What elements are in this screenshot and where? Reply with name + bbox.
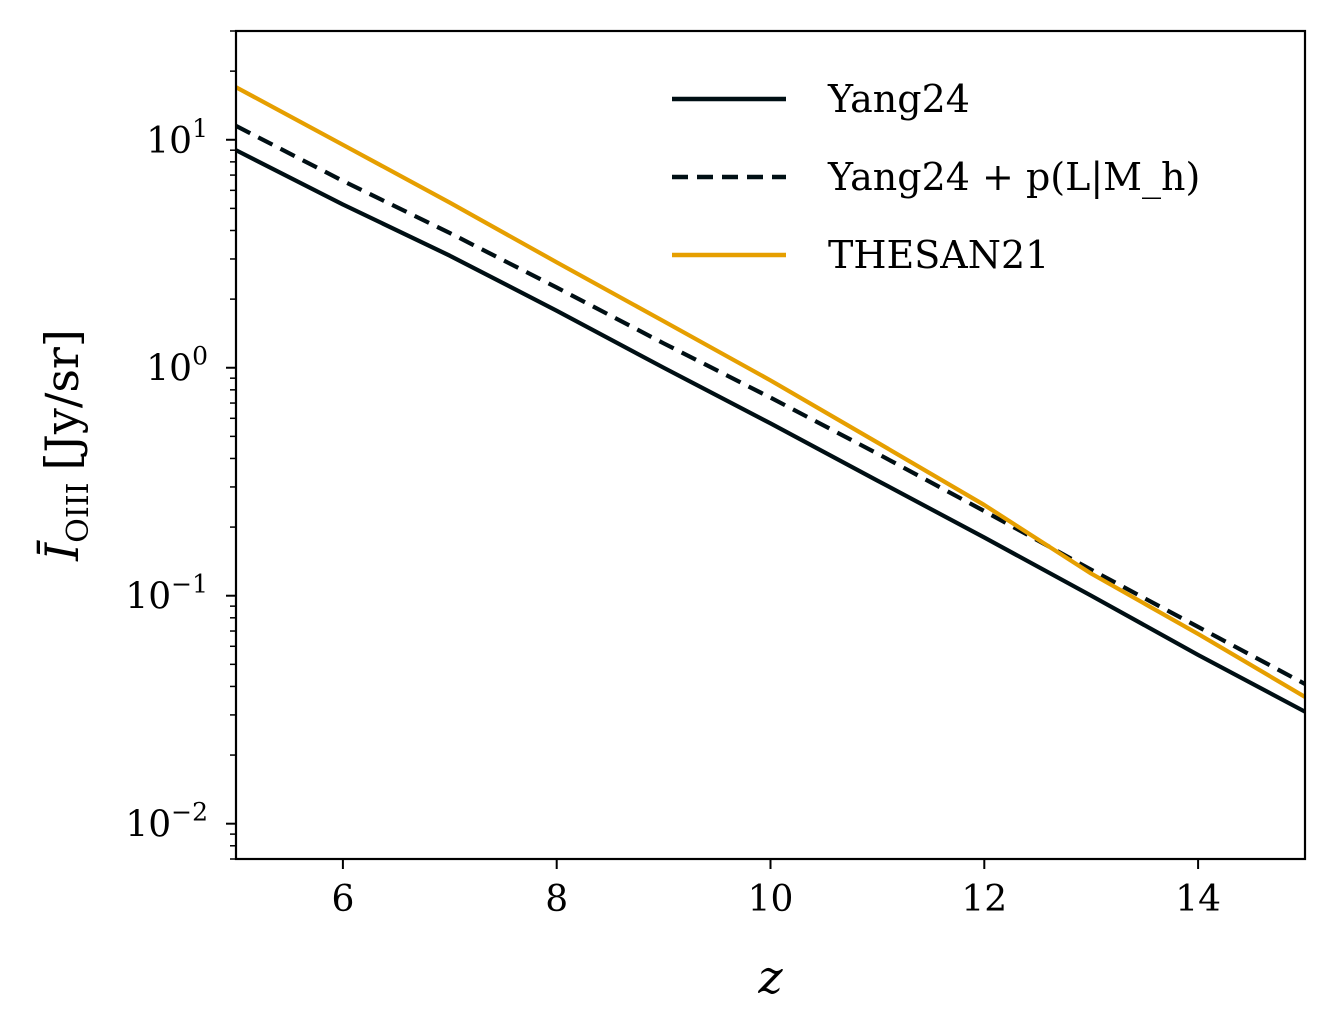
y-axis-label-symbol: Ī <box>35 540 89 562</box>
y-axis-label: ĪOIII [Jy/sr] <box>35 329 96 562</box>
x-tick-label: 12 <box>961 879 1007 920</box>
x-tick-label: 14 <box>1175 879 1221 920</box>
legend-label-3: THESAN21 <box>828 233 1049 277</box>
series-line-1 <box>236 148 1305 714</box>
legend-label-1: Yang24 <box>827 77 970 121</box>
x-tick-label: 10 <box>748 879 794 920</box>
series-line-2 <box>236 124 1305 686</box>
plot-area <box>236 85 1305 714</box>
x-axis-label: z <box>757 950 783 1004</box>
y-tick-label: 101 <box>146 114 208 162</box>
y-axis-label-subscript: OIII <box>61 483 96 543</box>
legend-label-2: Yang24 + p(L|M_h) <box>827 155 1200 200</box>
series-line-3 <box>236 85 1305 699</box>
y-tick-label: 10−2 <box>125 798 208 846</box>
svg-text:ĪOIII[Jy/sr]: ĪOIII [Jy/sr] <box>35 329 96 562</box>
x-axis-ticks: 6 8 10 12 14 <box>331 859 1221 920</box>
x-tick-label: 6 <box>331 879 354 920</box>
y-tick-label: 100 <box>146 342 208 390</box>
y-axis-label-unit: [Jy/sr] <box>35 329 89 470</box>
y-axis-ticks: 10−2 10−1 100 101 <box>125 30 236 860</box>
legend: Yang24 Yang24 + p(L|M_h) THESAN21 <box>672 77 1200 277</box>
axes-frame <box>234 29 1307 861</box>
y-tick-label: 10−1 <box>125 570 208 618</box>
x-tick-label: 8 <box>545 879 568 920</box>
